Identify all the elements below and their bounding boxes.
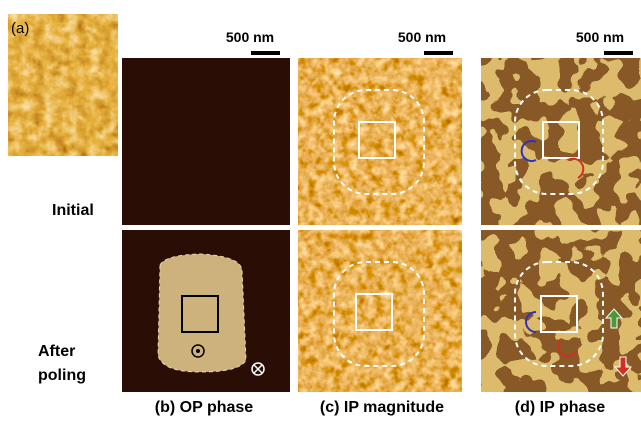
panel-label: (a) <box>11 20 29 37</box>
op-phase-initial <box>122 58 290 225</box>
row-label: After poling <box>38 340 108 388</box>
ip-phase-initial <box>481 58 641 225</box>
scale-bar-label: 500 nm <box>576 29 624 45</box>
poled-region <box>158 254 246 372</box>
out-symbol-dot <box>196 349 200 353</box>
row-label-box: After poling <box>38 340 118 390</box>
scale-bar-label: 500 nm <box>398 29 446 45</box>
row-label: Initial <box>52 202 94 219</box>
column-label: (b) OP phase <box>155 399 253 416</box>
column-label: (c) IP magnitude <box>320 399 444 416</box>
scale-bar-label: 500 nm <box>226 29 274 45</box>
figure: (a) 500 nm 500 nm 500 nm Initial After p… <box>0 0 641 422</box>
ip-magnitude-initial <box>298 58 462 225</box>
page: (a) 500 nm 500 nm 500 nm Initial After p… <box>0 0 641 427</box>
column-label: (d) IP phase <box>515 399 605 416</box>
ip-magnitude-poled <box>298 230 462 392</box>
